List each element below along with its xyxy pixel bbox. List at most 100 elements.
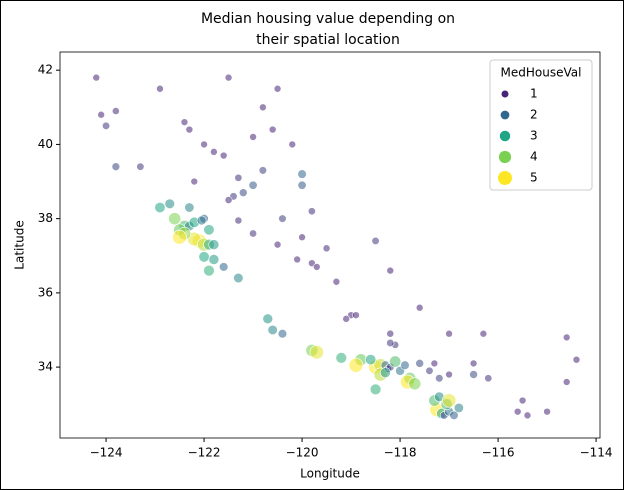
- point: [425, 366, 434, 375]
- point: [342, 315, 350, 323]
- point: [203, 264, 215, 277]
- point: [543, 407, 551, 416]
- point: [184, 202, 195, 213]
- point: [430, 359, 439, 368]
- point: [210, 148, 218, 156]
- point: [259, 103, 267, 112]
- point: [249, 133, 257, 141]
- point: [309, 345, 324, 360]
- point: [415, 359, 424, 368]
- point: [332, 277, 341, 286]
- legend-label: 5: [530, 171, 538, 185]
- plot-frame: [59, 51, 601, 439]
- chart-title: Median housing value depending on: [201, 11, 455, 27]
- y-axis-label: Latitude: [13, 220, 27, 269]
- point: [386, 266, 395, 275]
- point: [322, 244, 331, 253]
- legend-label: 3: [530, 129, 538, 143]
- y-tick-label: 34: [38, 360, 53, 374]
- point: [262, 313, 274, 325]
- point: [218, 262, 229, 272]
- point: [469, 370, 478, 379]
- point: [203, 224, 215, 236]
- point: [249, 229, 258, 238]
- point: [312, 263, 321, 271]
- y-tick-label: 38: [38, 211, 53, 225]
- point: [445, 329, 453, 338]
- point: [111, 107, 120, 115]
- x-tick-label: −120: [286, 446, 319, 460]
- point: [164, 198, 175, 210]
- point: [297, 180, 307, 190]
- point: [185, 125, 194, 134]
- point: [288, 140, 297, 149]
- legend-marker: [501, 90, 509, 98]
- point: [369, 383, 382, 396]
- point: [224, 73, 233, 82]
- point: [224, 196, 233, 204]
- legend-marker: [499, 130, 511, 142]
- legend-label: 2: [530, 108, 538, 122]
- x-tick-label: −114: [580, 446, 613, 460]
- x-tick-label: −124: [90, 446, 123, 460]
- point: [449, 410, 459, 420]
- x-tick-label: −116: [482, 446, 515, 460]
- point: [379, 367, 391, 379]
- point: [445, 370, 453, 379]
- point: [156, 84, 164, 93]
- point: [97, 110, 105, 119]
- point: [196, 215, 207, 226]
- point: [273, 84, 282, 93]
- point: [365, 354, 377, 366]
- point: [234, 216, 243, 225]
- y-tick-label: 40: [38, 137, 53, 151]
- point: [293, 255, 301, 264]
- point: [335, 352, 347, 364]
- point: [208, 254, 220, 265]
- x-tick-label: −118: [384, 446, 417, 460]
- point: [180, 118, 189, 126]
- point: [219, 151, 228, 160]
- chart-title: their spatial location: [256, 32, 400, 48]
- x-axis-label: Longitude: [300, 467, 360, 481]
- point: [352, 311, 360, 319]
- point: [172, 229, 187, 245]
- point: [208, 239, 220, 251]
- x-tick-label: −122: [188, 446, 221, 460]
- legend-marker: [498, 171, 512, 185]
- y-tick-label: 36: [38, 285, 53, 299]
- point: [268, 125, 277, 134]
- point: [572, 355, 581, 364]
- point: [408, 377, 422, 391]
- point: [479, 329, 488, 338]
- legend-marker: [498, 150, 512, 164]
- legend-label: 1: [530, 87, 538, 101]
- point: [562, 378, 571, 386]
- point: [168, 212, 182, 226]
- point: [469, 359, 478, 368]
- y-tick-label: 42: [38, 63, 53, 77]
- point: [198, 251, 210, 263]
- point: [484, 374, 493, 383]
- point: [386, 338, 395, 348]
- point: [277, 329, 288, 339]
- point: [248, 180, 258, 190]
- point: [415, 303, 424, 312]
- point: [234, 173, 243, 182]
- point: [200, 140, 208, 149]
- point: [562, 333, 571, 342]
- point: [92, 73, 101, 82]
- legend-box: [489, 59, 593, 191]
- point: [233, 272, 244, 284]
- point: [297, 169, 307, 179]
- point: [111, 162, 121, 171]
- point: [523, 411, 532, 420]
- point: [513, 407, 522, 416]
- legend-title: MedHouseVal: [501, 66, 582, 80]
- point: [298, 233, 306, 242]
- point: [190, 177, 199, 186]
- point: [273, 240, 282, 249]
- point: [453, 402, 464, 413]
